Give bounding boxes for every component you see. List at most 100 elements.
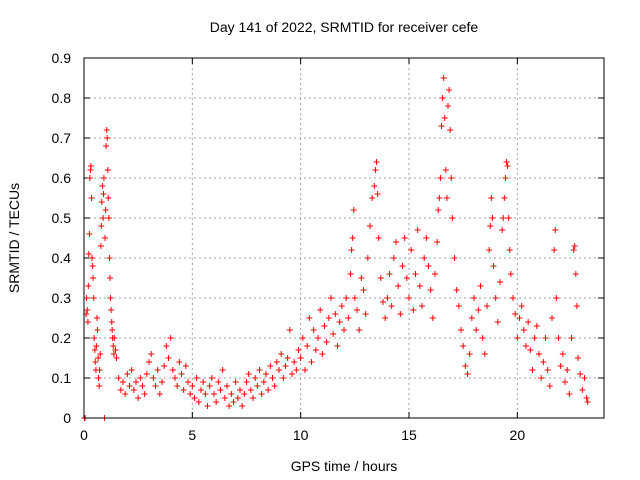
data-point xyxy=(202,391,209,397)
data-point xyxy=(502,175,509,181)
data-point xyxy=(221,395,228,401)
data-point xyxy=(284,355,291,361)
data-point xyxy=(332,311,339,317)
data-point xyxy=(546,383,553,389)
data-point xyxy=(247,387,254,393)
data-point xyxy=(208,375,215,381)
data-point xyxy=(479,335,486,341)
data-point xyxy=(178,371,185,377)
data-point xyxy=(276,367,282,373)
data-point xyxy=(100,215,107,221)
data-point xyxy=(367,223,373,229)
points-layer xyxy=(81,75,591,421)
data-point xyxy=(95,355,102,361)
data-point xyxy=(280,375,287,381)
data-point xyxy=(414,227,421,233)
y-tick-label: 0.2 xyxy=(52,330,72,346)
data-point xyxy=(102,207,109,213)
data-point xyxy=(310,327,317,333)
data-point xyxy=(89,255,96,261)
data-point xyxy=(375,235,382,241)
data-point xyxy=(126,383,133,389)
data-point xyxy=(297,355,304,361)
data-point xyxy=(108,319,115,325)
data-point xyxy=(180,387,187,393)
data-point xyxy=(317,307,324,313)
data-point xyxy=(501,195,508,201)
data-point xyxy=(124,371,131,377)
y-tick-label: 0.5 xyxy=(52,210,72,226)
data-point xyxy=(152,383,159,389)
data-point xyxy=(581,375,588,381)
data-point xyxy=(189,383,196,389)
data-point xyxy=(302,367,308,373)
data-point xyxy=(289,371,295,377)
data-point xyxy=(416,283,423,289)
data-point xyxy=(434,239,441,245)
data-point xyxy=(336,319,343,325)
data-point xyxy=(371,183,378,189)
data-point xyxy=(484,303,490,309)
data-point xyxy=(425,263,432,269)
data-point xyxy=(399,263,406,269)
data-point xyxy=(100,175,107,181)
data-point xyxy=(499,227,506,233)
data-point xyxy=(429,315,436,321)
data-point xyxy=(525,319,532,325)
data-point xyxy=(529,367,536,373)
data-point xyxy=(421,255,428,261)
data-point xyxy=(172,375,178,381)
data-point xyxy=(325,315,332,321)
data-point xyxy=(442,167,449,173)
data-point xyxy=(163,343,170,349)
data-point xyxy=(200,379,207,385)
data-point xyxy=(204,403,211,409)
data-point xyxy=(106,255,113,261)
data-point xyxy=(471,295,477,301)
data-point xyxy=(315,335,321,341)
y-tick-label: 0 xyxy=(63,410,71,426)
data-point xyxy=(406,295,412,301)
data-point xyxy=(165,355,172,361)
data-point xyxy=(156,391,163,397)
data-point xyxy=(500,215,507,221)
data-point xyxy=(104,135,111,141)
data-point xyxy=(437,175,444,181)
data-point xyxy=(112,347,119,353)
data-point xyxy=(241,391,248,397)
data-point xyxy=(96,383,103,389)
y-tick-label: 0.4 xyxy=(52,250,72,266)
y-tick-label: 0.6 xyxy=(52,170,72,186)
data-point xyxy=(334,343,341,349)
data-point xyxy=(397,311,404,317)
data-point xyxy=(552,227,559,233)
data-point xyxy=(423,235,430,241)
data-point xyxy=(401,235,408,241)
data-point xyxy=(258,391,265,397)
y-tick-label: 0.3 xyxy=(52,290,72,306)
data-point xyxy=(135,395,142,401)
data-point xyxy=(84,319,91,325)
data-point xyxy=(570,247,577,253)
x-tick-label: 0 xyxy=(80,427,88,443)
data-point xyxy=(497,279,503,285)
data-point xyxy=(319,351,326,357)
data-point xyxy=(410,307,417,313)
data-point xyxy=(510,295,516,301)
data-point xyxy=(111,335,118,341)
data-point xyxy=(446,87,453,93)
data-point xyxy=(90,275,97,281)
data-point xyxy=(146,359,152,365)
data-point xyxy=(108,307,115,313)
data-point xyxy=(187,391,194,397)
data-point xyxy=(358,275,365,281)
data-point xyxy=(373,159,380,165)
data-point xyxy=(86,231,93,237)
data-point xyxy=(477,283,484,289)
data-point xyxy=(98,223,105,229)
data-point xyxy=(356,327,363,333)
data-point xyxy=(395,283,402,289)
data-point xyxy=(330,331,337,337)
data-point xyxy=(475,307,482,313)
data-point xyxy=(104,167,111,173)
